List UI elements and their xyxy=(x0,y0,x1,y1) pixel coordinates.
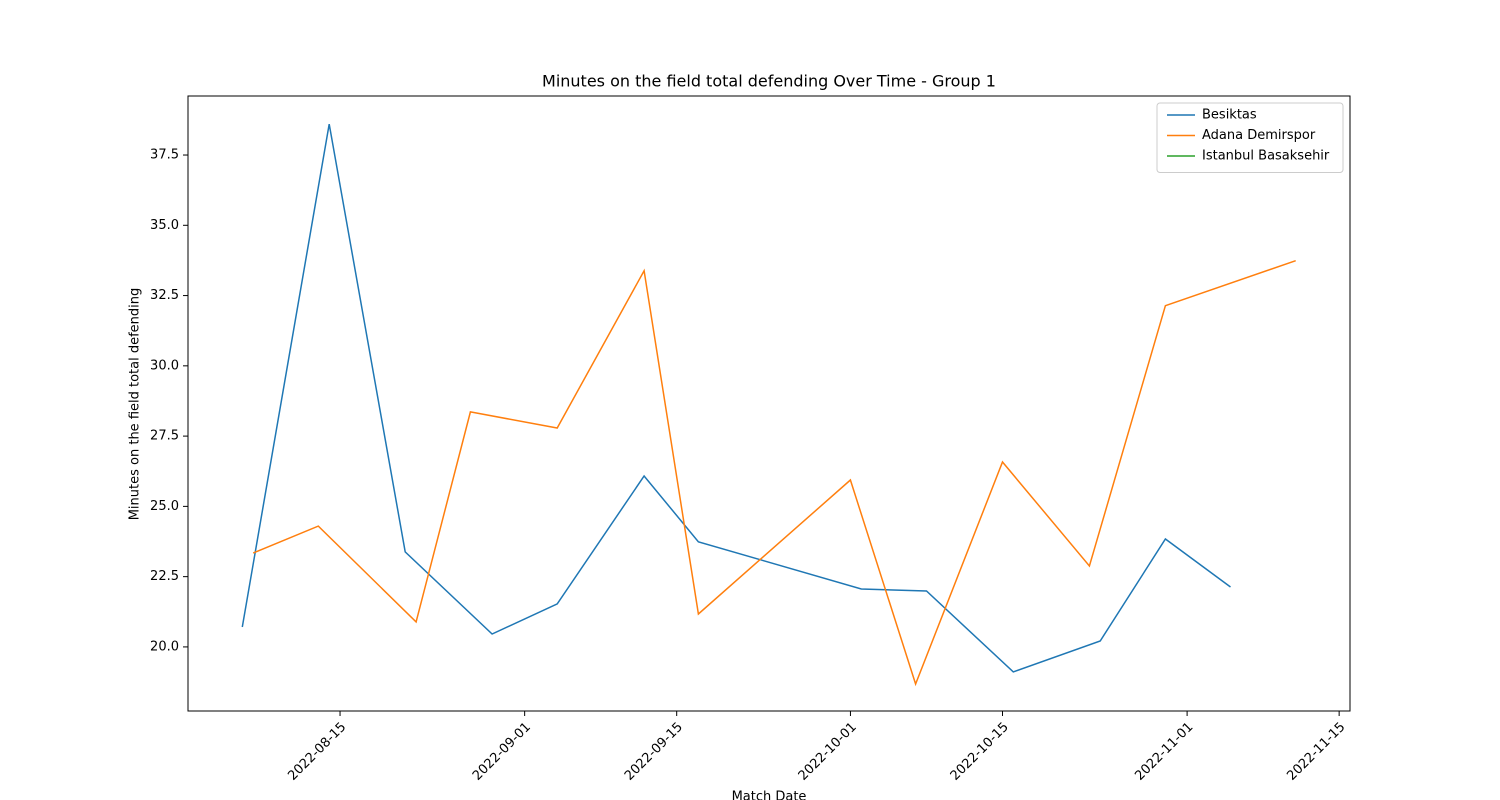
series-line xyxy=(241,123,1231,673)
y-axis-label: Minutes on the field total defending xyxy=(128,288,143,521)
x-tick-label: 2022-08-15 xyxy=(285,720,349,784)
series-line xyxy=(252,259,1296,687)
x-tick-label: 2022-09-15 xyxy=(622,720,686,784)
y-tick-label: 20.0 xyxy=(150,639,179,654)
x-tick-label: 2022-10-15 xyxy=(948,720,1012,784)
legend-label: Istanbul Basaksehir xyxy=(1202,149,1330,164)
x-tick-label: 2022-10-01 xyxy=(796,720,860,784)
legend-box xyxy=(1156,102,1344,173)
x-axis-label: Match Date xyxy=(732,790,807,800)
y-tick-label: 32.5 xyxy=(150,288,179,303)
y-tick-label: 27.5 xyxy=(150,429,179,444)
x-tick-label: 2022-09-01 xyxy=(470,720,534,784)
x-tick-label: 2022-11-15 xyxy=(1284,720,1348,784)
y-tick-label: 25.0 xyxy=(150,499,179,514)
y-tick-label: 22.5 xyxy=(150,569,179,584)
legend-label: Adana Demirspor xyxy=(1202,128,1316,143)
legend-label: Besiktas xyxy=(1202,108,1257,123)
chart-title: Minutes on the field total defending Ove… xyxy=(542,72,996,91)
y-tick-label: 35.0 xyxy=(150,218,179,233)
y-tick-label: 37.5 xyxy=(150,148,179,163)
plot-frame xyxy=(187,95,1351,712)
y-tick-label: 30.0 xyxy=(150,358,179,373)
x-tick-label: 2022-11-01 xyxy=(1132,720,1196,784)
